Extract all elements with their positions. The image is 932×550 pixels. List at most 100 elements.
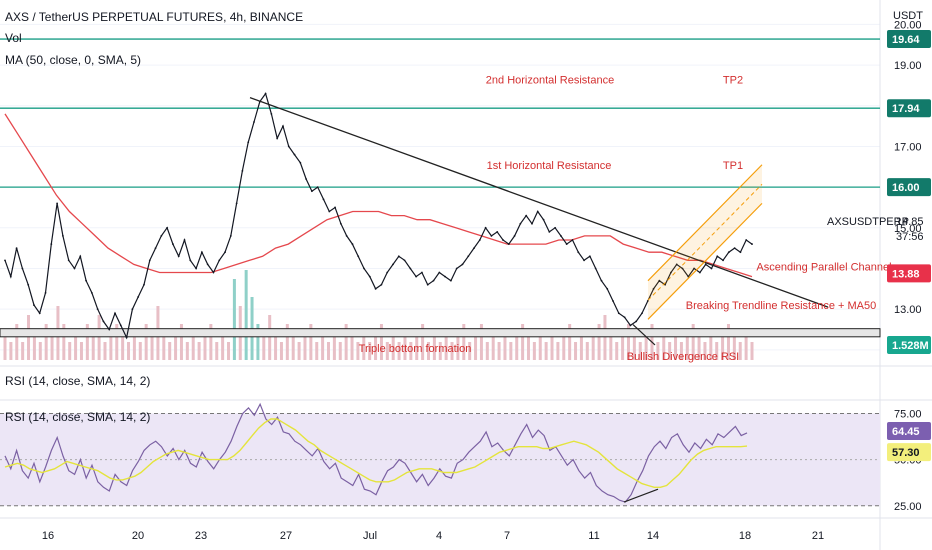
volume-bar (526, 333, 530, 360)
volume-bar (185, 342, 189, 360)
volume-bar (197, 342, 201, 360)
rsi-pane (0, 402, 880, 507)
volume-bar (721, 333, 725, 360)
volume-bar (138, 342, 142, 360)
price-tick-label: 20.00 (894, 19, 922, 31)
volume-bar (521, 324, 525, 360)
price-point (571, 239, 574, 241)
volume-bar (227, 342, 231, 360)
volume-bar (338, 342, 342, 360)
volume-bar (121, 333, 125, 360)
price-point (496, 230, 499, 233)
volume-bar (391, 333, 395, 360)
price-point (96, 308, 99, 311)
price-point (357, 255, 360, 258)
countdown-label: 37:56 (896, 231, 924, 243)
volume-bar (726, 324, 730, 360)
price-point (392, 263, 394, 266)
price-point (536, 210, 539, 213)
price-point (276, 137, 279, 140)
price-point (160, 235, 163, 237)
price-point (56, 202, 59, 205)
volume-bar (327, 342, 331, 360)
time-tick-label: 21 (812, 530, 824, 542)
symbol-value: 14.85 (896, 216, 924, 228)
annotation-label: 2nd Horizontal Resistance (486, 74, 614, 86)
volume-bar (191, 333, 195, 360)
price-point (606, 287, 609, 290)
chart-title: AXS / TetherUS PERPETUAL FUTURES, 4h, BI… (5, 10, 304, 24)
volume-bar (50, 333, 54, 360)
volume-bar (644, 333, 648, 360)
price-point (525, 214, 528, 217)
volume-bar (456, 333, 460, 360)
volume-bar (574, 342, 578, 360)
price-point (658, 279, 661, 282)
price-point (739, 251, 742, 254)
price-point (351, 243, 354, 245)
rsi-signal-badge-bg (887, 443, 931, 462)
price-point (710, 267, 713, 270)
annotation-label: Ascending Parallel Channel (756, 262, 891, 274)
annotation-label: Breaking Trendline Resistance + MA50 (686, 300, 876, 312)
price-point (293, 153, 296, 156)
price-point (125, 336, 128, 339)
volume-bar (144, 324, 148, 360)
rsi-line (4, 402, 748, 503)
volume-bar (368, 342, 372, 360)
price-point (183, 239, 186, 241)
volume-bar (479, 324, 483, 360)
trend-drawings (249, 97, 829, 346)
price-point (722, 259, 724, 262)
volume-bar (750, 342, 754, 360)
volume-bar (215, 342, 219, 360)
price-point (345, 235, 348, 237)
volume-bar (297, 342, 301, 360)
volume-indicator-label[interactable]: Vol (5, 31, 22, 45)
price-point (143, 283, 145, 286)
volume-bar (109, 333, 113, 360)
rsi-tick-label: 25.00 (894, 501, 922, 513)
price-point (206, 263, 209, 266)
channel-fill (648, 164, 762, 320)
price-point (9, 275, 12, 278)
volume-bar (321, 333, 325, 360)
volume-bar (732, 333, 736, 360)
ma-indicator-label[interactable]: MA (50, close, 0, SMA, 5) (5, 53, 142, 67)
price-point (189, 259, 192, 262)
price-point (85, 279, 87, 282)
annotation-label: TP2 (723, 74, 743, 86)
time-tick-label: 16 (42, 530, 54, 542)
volume-bar (415, 333, 419, 360)
volume-bar (503, 333, 507, 360)
price-point (62, 235, 64, 237)
price-tick-label: 19.00 (894, 60, 922, 72)
price-point (612, 300, 614, 302)
price-point (502, 239, 504, 241)
price-point (421, 271, 423, 274)
support-zone-box (0, 328, 881, 338)
price-point (108, 328, 111, 331)
price-point (565, 243, 568, 245)
volume-bar (303, 333, 307, 360)
volume-bar (85, 324, 89, 360)
volume-bar (450, 342, 454, 360)
price-point (675, 263, 678, 266)
annotation-label: Bullish Divergence RSI (627, 351, 740, 363)
volume-bar (444, 333, 448, 360)
time-tick-label: 14 (647, 530, 659, 542)
price-point (583, 259, 585, 262)
volume-bar (550, 333, 554, 360)
price-point (363, 267, 365, 270)
price-point (21, 267, 24, 270)
divergence-line-rsi (623, 488, 659, 503)
rsi-indicator-label[interactable]: RSI (14, close, SMA, 14, 2) (5, 410, 151, 424)
rsi-indicator-label-top[interactable]: RSI (14, close, SMA, 14, 2) (5, 374, 151, 388)
volume-bar (174, 333, 178, 360)
last-price-badge: 13.88 (892, 268, 920, 280)
volume-bar (79, 342, 83, 360)
price-point (33, 304, 35, 306)
price-point (380, 283, 383, 286)
price-point (44, 291, 47, 294)
